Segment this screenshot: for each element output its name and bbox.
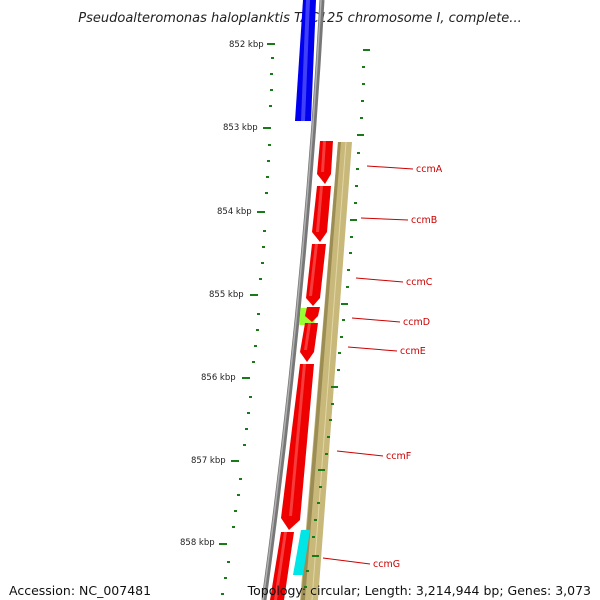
gene-label-ccmF[interactable]: ccmF	[386, 451, 411, 462]
accession-text: Accession: NC_007481	[9, 583, 152, 598]
outer-tick-scale	[221, 57, 274, 595]
gene-band	[300, 141, 352, 600]
topology-text: Topology: circular; Length: 3,214,944 bp…	[247, 583, 591, 598]
kbp-label: 854 kbp	[217, 207, 252, 217]
inner-tick-scale	[304, 49, 370, 588]
kbp-label: 853 kbp	[223, 123, 258, 133]
kbp-label: 858 kbp	[180, 538, 215, 548]
gene-label-ccmB[interactable]: ccmB	[411, 215, 437, 226]
chromosome-backbone	[261, 0, 325, 600]
kbp-label: 857 kbp	[191, 456, 226, 466]
kbp-label: 852 kbp	[229, 40, 264, 50]
gene-label-ccmG[interactable]: ccmG	[373, 559, 400, 570]
gene-label-ccmC[interactable]: ccmC	[406, 277, 433, 288]
map-title: Pseudoalteromonas haloplanktis TAC125 ch…	[78, 11, 521, 26]
major-ticks	[219, 43, 275, 545]
gene-label-leaders	[322, 165, 414, 565]
kbp-label: 855 kbp	[209, 290, 244, 300]
gene-label-ccmD[interactable]: ccmD	[403, 317, 430, 328]
ccmG-highlight	[293, 530, 310, 575]
gene-label-ccmE[interactable]: ccmE	[400, 346, 426, 357]
kbp-label: 856 kbp	[201, 373, 236, 383]
gene-label-ccmA[interactable]: ccmA	[416, 164, 443, 175]
gene-reverse-blue	[295, 0, 316, 121]
